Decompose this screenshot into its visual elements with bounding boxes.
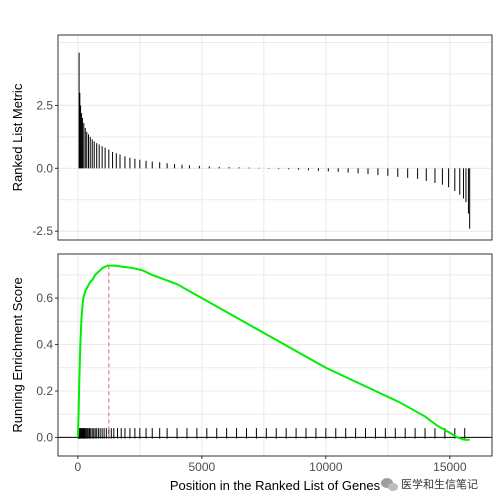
- y-tick-label: -2.5: [32, 224, 53, 238]
- enrichment-score-y-axis-title: Running Enrichment Score: [10, 277, 25, 432]
- ranked-metric-bars: [78, 52, 471, 229]
- wechat-icon: [381, 478, 398, 491]
- ranked-metric-y-ticks: -2.5 0.0 2.5: [32, 98, 58, 238]
- watermark: 医学和生信笔记: [381, 477, 478, 491]
- gene-hit-markers: [77, 428, 466, 439]
- y-tick-label: 2.5: [36, 98, 53, 112]
- x-axis-title: Position in the Ranked List of Genes: [170, 478, 381, 493]
- y-tick-label: 0.2: [36, 384, 53, 398]
- y-tick-label: 0.0: [36, 430, 53, 444]
- x-tick-label: 10000: [309, 460, 343, 474]
- enrichment-score-panel-border: [57, 253, 493, 457]
- x-tick-label: 5000: [188, 460, 215, 474]
- watermark-text: 医学和生信笔记: [401, 477, 478, 491]
- x-tick-label: 0: [74, 460, 81, 474]
- ranked-metric-y-axis-title: Ranked List Metric: [10, 83, 25, 191]
- y-tick-label: 0.4: [36, 338, 53, 352]
- enrichment-score-panel: 0.0 0.2 0.4 0.6 0 5000 10000 15000 Running Enr…: [10, 253, 493, 493]
- ranked-metric-plot-area: [58, 35, 492, 240]
- ranked-metric-gridlines: [58, 35, 492, 240]
- enrichment-score-y-ticks: 0.0 0.2 0.4 0.6: [36, 291, 58, 444]
- enrichment-score-plot-area: [58, 254, 492, 456]
- running-enrichment-score-line: [76, 264, 470, 441]
- x-tick-label: 15000: [433, 460, 467, 474]
- ranked-metric-panel-border: [57, 34, 493, 241]
- y-tick-label: 0.0: [36, 161, 53, 175]
- y-tick-label: 0.6: [36, 291, 53, 305]
- enrichment-score-x-ticks: 0 5000 10000 15000: [74, 456, 467, 474]
- ranked-metric-panel: -2.5 0.0 2.5 Ranked List Metric: [10, 34, 493, 241]
